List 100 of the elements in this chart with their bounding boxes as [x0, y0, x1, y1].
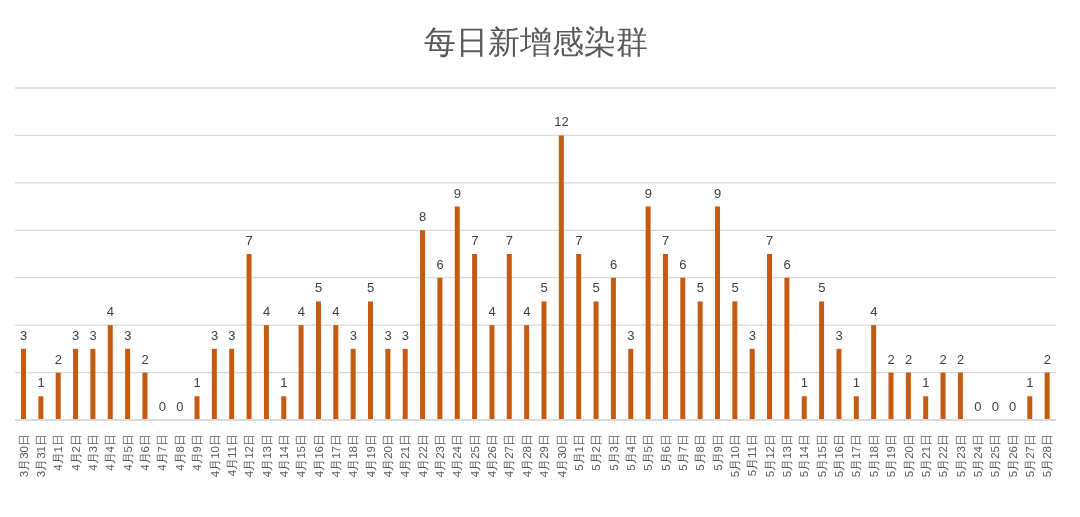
- bar: [767, 254, 773, 420]
- x-tick-label: 3月30日: [17, 434, 30, 478]
- x-tick-label: 4月11日: [225, 434, 238, 477]
- x-tick-label: 5月16日: [833, 434, 846, 478]
- bar: [645, 206, 651, 420]
- bar: [246, 254, 252, 420]
- data-label: 4: [106, 304, 115, 320]
- data-label: 3: [748, 327, 756, 343]
- x-tick-label: 5月13日: [781, 434, 794, 478]
- x-tick-label: 5月17日: [850, 434, 863, 478]
- bar: [888, 372, 894, 420]
- x-tick-label: 5月21日: [919, 434, 932, 478]
- data-label: 2: [939, 351, 947, 367]
- bar: [229, 348, 235, 420]
- x-tick-label: 4月13日: [260, 434, 273, 478]
- bar: [1027, 396, 1033, 420]
- bar: [836, 348, 842, 420]
- data-label: 4: [523, 304, 531, 320]
- x-tick-label: 5月7日: [676, 434, 689, 471]
- bar: [923, 396, 929, 420]
- x-tick-label: 5月23日: [954, 434, 967, 478]
- bar: [610, 277, 616, 420]
- x-tick-label: 4月24日: [451, 434, 464, 478]
- x-tick-label: 5月28日: [1041, 434, 1054, 478]
- data-label: 4: [262, 304, 271, 320]
- bar: [524, 325, 530, 420]
- data-label: 7: [575, 233, 583, 248]
- x-tick-label: 5月8日: [694, 434, 707, 471]
- x-tick-label: 5月22日: [937, 434, 950, 478]
- x-tick-label: 4月10日: [208, 434, 221, 478]
- x-tick-label: 4月25日: [468, 434, 481, 478]
- data-label: 5: [315, 280, 323, 296]
- x-tick-label: 4月26日: [486, 434, 499, 478]
- bar: [437, 277, 443, 420]
- data-label: 2: [1043, 351, 1051, 367]
- x-tick-label: 4月27日: [503, 434, 516, 478]
- x-tick-label: 4月12日: [243, 434, 256, 478]
- x-tick-label: 4月14日: [277, 434, 290, 478]
- data-label: 6: [679, 256, 687, 272]
- x-tick-label: 4月5日: [121, 434, 134, 471]
- x-tick-label: 5月15日: [815, 434, 828, 478]
- data-label: 3: [384, 327, 392, 343]
- bar: [541, 301, 547, 420]
- data-label: 3: [401, 327, 409, 343]
- x-tick-label: 4月19日: [364, 434, 377, 478]
- bar: [402, 348, 408, 420]
- data-label: 12: [554, 114, 569, 130]
- x-tick-label: 4月7日: [156, 434, 169, 471]
- data-label: 7: [245, 233, 253, 248]
- data-label: 5: [818, 280, 826, 296]
- x-tick-label: 4月21日: [399, 434, 412, 478]
- data-label: 1: [1026, 375, 1034, 391]
- data-label: 8: [419, 209, 427, 225]
- data-label: 1: [37, 375, 45, 391]
- x-tick-label: 4月30日: [555, 434, 568, 478]
- x-tick-label: 5月25日: [989, 434, 1002, 478]
- bar: [489, 325, 495, 420]
- data-label: 5: [592, 280, 600, 296]
- bar: [576, 254, 582, 420]
- bar: [315, 301, 321, 420]
- data-label: 3: [89, 327, 97, 343]
- bar: [21, 348, 26, 420]
- bar: [749, 348, 755, 420]
- bar: [472, 254, 478, 420]
- x-tick-label: 4月1日: [52, 434, 65, 471]
- bar: [350, 348, 356, 420]
- bar: [905, 372, 911, 420]
- x-tick-label: 4月4日: [104, 434, 117, 471]
- bar: [680, 277, 686, 420]
- bar: [107, 325, 113, 420]
- x-tick-label: 3月31日: [35, 434, 48, 478]
- data-label: 2: [956, 351, 965, 367]
- x-tick-label: 5月4日: [624, 434, 637, 471]
- bar: [732, 301, 738, 420]
- data-label: 3: [228, 327, 236, 343]
- bar: [281, 396, 287, 420]
- bar: [454, 206, 460, 420]
- x-tick-label: 5月27日: [1023, 434, 1036, 478]
- x-tick-label: 4月15日: [295, 434, 308, 478]
- data-label: 0: [974, 399, 982, 414]
- x-tick-label: 5月19日: [885, 434, 898, 478]
- x-tick-label: 4月9日: [191, 434, 204, 471]
- data-label: 6: [436, 256, 444, 272]
- data-label: 3: [124, 327, 132, 343]
- bar: [853, 396, 859, 420]
- data-label: 6: [783, 256, 791, 272]
- data-label: 3: [627, 327, 635, 343]
- bar: [871, 325, 877, 420]
- data-label: 4: [297, 304, 305, 320]
- bar: [38, 396, 44, 420]
- bar: [333, 325, 339, 420]
- data-label: 5: [367, 280, 375, 296]
- data-label: 2: [887, 351, 895, 367]
- data-label: 5: [540, 280, 548, 296]
- x-tick-label: 4月2日: [69, 434, 82, 471]
- data-label: 3: [349, 327, 357, 343]
- x-tick-label: 5月9日: [711, 434, 724, 471]
- data-label: 2: [54, 351, 62, 367]
- data-label: 9: [644, 185, 652, 201]
- x-tick-label: 4月20日: [382, 434, 395, 478]
